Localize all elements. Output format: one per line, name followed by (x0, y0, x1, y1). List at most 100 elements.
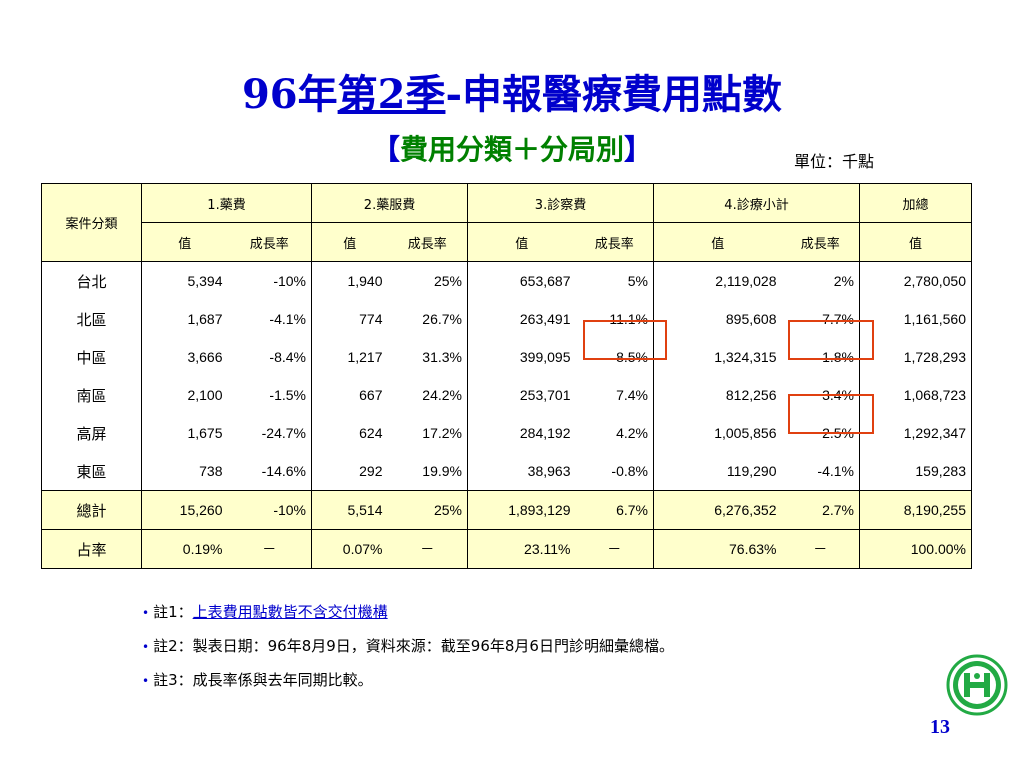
total-cell: 1,893,129 (467, 490, 576, 530)
table-cell: 263,491 (467, 300, 576, 338)
total-cell: 5,514 (311, 490, 388, 530)
table-cell: 24.2% (422, 387, 462, 403)
table-cell: 667 (311, 376, 388, 414)
table-cell: 19.9% (422, 463, 462, 479)
table-cell: 1,940 (311, 261, 388, 300)
table-cell: 284,192 (467, 414, 576, 452)
table-cell: 1,161,560 (859, 300, 972, 338)
share-cell: 76.63% (653, 529, 782, 569)
sub-header-row: 值 成長率 值 成長率 值 成長率 值 成長率 值 (41, 222, 972, 262)
table-cell: 159,283 (859, 452, 972, 491)
highlight-box (788, 394, 874, 434)
total-cell: 25% (387, 490, 468, 530)
group-header-treatment-subtotal: 4.診療小計 (653, 183, 860, 223)
total-cell: 6.7% (575, 490, 654, 530)
slide-title: 96年第2季-申報醫療費用點數 (0, 62, 1024, 120)
table-cell: 1,675 (141, 414, 228, 452)
row-label: 中區 (41, 338, 142, 376)
sub-header: 成長率 (575, 222, 654, 262)
total-cell: 8,190,255 (859, 490, 972, 530)
table-cell: 31.3% (422, 349, 462, 365)
notes: • 註1：上表費用點數皆不含交付機構 • 註2：製表日期：96年8月9日，資料來源：… (142, 600, 674, 702)
row-label: 北區 (41, 300, 142, 338)
group-header-consultation: 3.診察費 (467, 183, 654, 223)
row-label: 東區 (41, 452, 142, 491)
note-text: 成長率係與去年同期比較。 (192, 671, 373, 689)
table-cell: 653,687 (467, 261, 576, 300)
share-cell: － (387, 529, 468, 569)
table-cell: 17.2% (422, 425, 462, 441)
table-row: 高屏 1,675 -24.7% 624 17.2% 284,192 4.2% 1,005,85… (41, 414, 972, 452)
subtitle-close-bracket: 】 (624, 133, 653, 166)
note-prefix: 註3： (153, 671, 193, 689)
table-cell: 4.2% (616, 425, 648, 441)
row-label: 南區 (41, 376, 142, 414)
title-quarter: 第2季 (337, 71, 446, 118)
table-cell: 5,394 (141, 261, 228, 300)
sub-header: 值 (653, 222, 782, 262)
table-cell: -24.7% (261, 425, 306, 441)
table-cell: -0.8% (611, 463, 648, 479)
table-cell: 1,728,293 (859, 338, 972, 376)
table-cell: 2,119,028 (653, 261, 782, 300)
share-cell: 23.11% (467, 529, 576, 569)
table-cell: -10% (273, 273, 306, 289)
table-cell: 2% (833, 273, 854, 289)
note-prefix: 註1： (153, 603, 193, 621)
sub-header: 成長率 (781, 222, 860, 262)
note-item: • 註3：成長率係與去年同期比較。 (142, 668, 674, 702)
group-header-row: 案件分類 1.藥費 2.藥服費 3.診察費 4.診療小計 加總 (41, 183, 972, 262)
group-header-sum: 加總 (859, 183, 972, 223)
table-cell: 2,780,050 (859, 261, 972, 300)
table-cell: 11.1% (609, 311, 648, 327)
table-cell: 38,963 (467, 452, 576, 491)
table-cell: 1,217 (311, 338, 388, 376)
bullet-dot-icon: • (142, 640, 150, 654)
table-cell: 1,068,723 (859, 376, 972, 414)
table-body: 台北 5,394 -10% 1,940 25% 653,687 5% 2,119,028 2% 2… (41, 261, 972, 491)
row-label: 高屏 (41, 414, 142, 452)
total-cell: 6,276,352 (653, 490, 782, 530)
group-header-pharmacy-service: 2.藥服費 (311, 183, 468, 223)
table-cell: 738 (141, 452, 228, 491)
bullet-dot-icon: • (142, 606, 150, 620)
table-cell: -4.1% (269, 311, 306, 327)
table-cell: 5% (627, 273, 648, 289)
share-row: 占率 0.19% － 0.07% － 23.11% － 76.63% － 100… (41, 529, 972, 569)
total-label: 總計 (41, 490, 142, 530)
sub-header: 成長率 (387, 222, 468, 262)
table-row: 南區 2,100 -1.5% 667 24.2% 253,701 7.4% 812,256 3.… (41, 376, 972, 414)
table-cell: 895,608 (653, 300, 782, 338)
row-header-cell: 案件分類 (41, 183, 142, 262)
note-text: 製表日期：96年8月9日，資料來源：截至96年8月6日門診明細彙總檔。 (192, 637, 674, 655)
share-cell: 0.19% (141, 529, 228, 569)
sub-header: 成長率 (227, 222, 312, 262)
expense-table: 案件分類 1.藥費 2.藥服費 3.診察費 4.診療小計 加總 值 成長率 值 … (41, 183, 972, 569)
table-row: 中區 3,666 -8.4% 1,217 31.3% 399,095 8.5% 1,324,3… (41, 338, 972, 376)
table-cell: 1.8% (822, 349, 854, 365)
sub-header: 值 (141, 222, 228, 262)
table-cell: 292 (311, 452, 388, 491)
sub-header: 值 (311, 222, 388, 262)
table-cell: 7.7% (822, 311, 854, 327)
title-rest: -申報醫療費用點數 (445, 71, 783, 118)
table-cell: 812,256 (653, 376, 782, 414)
highlight-box (583, 320, 667, 360)
subtitle-open-bracket: 【 (371, 133, 400, 166)
row-label: 台北 (41, 261, 142, 300)
table-cell: 7.4% (616, 387, 648, 403)
table-cell: 3,666 (141, 338, 228, 376)
total-cell: -10% (227, 490, 312, 530)
table-cell: 1,005,856 (653, 414, 782, 452)
group-header-drug: 1.藥費 (141, 183, 312, 223)
page-number: 13 (930, 716, 950, 738)
table-cell: -14.6% (261, 463, 306, 479)
table-cell: 1,292,347 (859, 414, 972, 452)
subtitle-text: 費用分類＋分局別 (399, 133, 624, 166)
total-cell: 2.7% (781, 490, 860, 530)
table-cell: 774 (311, 300, 388, 338)
note-link[interactable]: 上表費用點數皆不含交付機構 (192, 603, 388, 621)
table-cell: -1.5% (269, 387, 306, 403)
table-cell: 1,687 (141, 300, 228, 338)
share-label: 占率 (41, 529, 142, 569)
